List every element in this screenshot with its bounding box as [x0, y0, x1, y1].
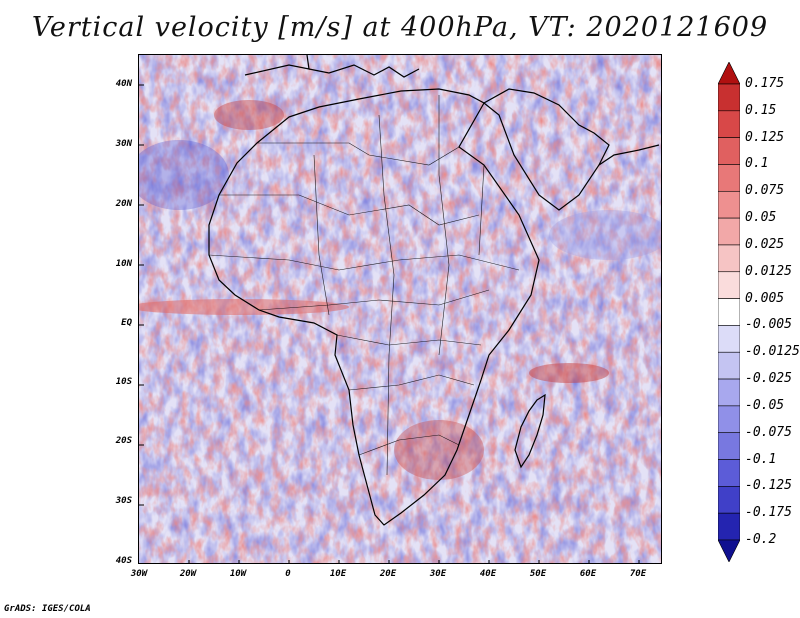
- lat-label: EQ: [121, 318, 132, 328]
- lon-label: 10W: [229, 569, 247, 579]
- colorbar-segment: [718, 83, 740, 112]
- colorbar-label: 0.15: [745, 102, 777, 118]
- colorbar: [718, 62, 740, 562]
- colorbar-label: -0.05: [745, 397, 785, 413]
- colorbar-segment: [718, 351, 740, 380]
- colorbar-label: -0.005: [745, 317, 792, 333]
- lon-label: 20W: [179, 569, 197, 579]
- lat-label: 40N: [115, 79, 132, 89]
- colorbar-segment: [718, 271, 740, 299]
- lon-label: 50E: [529, 569, 547, 579]
- lon-label: 60E: [579, 569, 597, 579]
- itcz-band: [139, 299, 349, 315]
- grads-credit: GrADS: IGES/COLA: [4, 604, 91, 614]
- lon-label: 10E: [329, 569, 347, 579]
- colorbar-label: 0.0125: [745, 263, 792, 279]
- colorbar-segment: [718, 110, 740, 138]
- lon-label: 20E: [379, 569, 397, 579]
- lat-label: 10N: [115, 259, 132, 269]
- coastlines: [208, 55, 660, 526]
- lat-label: 10S: [115, 377, 132, 387]
- arabian-sea-subsidence: [549, 210, 661, 260]
- colorbar-segment: [718, 459, 740, 487]
- colorbar-segment: [718, 298, 740, 326]
- colorbar-label: 0.005: [745, 290, 785, 306]
- colorbar-label: 0.1: [745, 156, 769, 172]
- colorbar-label: 0.125: [745, 129, 785, 145]
- madagascar-coastline: [514, 393, 546, 469]
- lat-label: 20N: [115, 199, 132, 209]
- colorbar-segment: [718, 244, 740, 273]
- iberia-coastline: [244, 55, 310, 76]
- lon-label: 0: [285, 569, 291, 579]
- colorbar-segment: [718, 378, 740, 407]
- colorbar-label: -0.075: [745, 424, 792, 440]
- asia-coastline: [598, 144, 660, 166]
- colorbar-label: 0.05: [745, 210, 777, 226]
- velocity-field-map: [139, 55, 661, 563]
- africa-coastline: [208, 88, 540, 526]
- colorbar-label: 0.025: [745, 236, 785, 252]
- indian-ocean-feature: [529, 363, 609, 383]
- colorbar-segment: [718, 512, 740, 541]
- colorbar-label: -0.2: [745, 532, 777, 547]
- colorbar-label: 0.075: [745, 183, 785, 199]
- colorbar-bottom-triangle: [718, 539, 740, 562]
- colorbar-segment: [718, 217, 740, 246]
- lon-label: 40E: [479, 569, 497, 579]
- lat-label: 20S: [115, 436, 132, 446]
- colorbar-segment: [718, 164, 740, 192]
- colorbar-label: 0.175: [745, 76, 785, 91]
- lon-label: 70E: [629, 569, 647, 579]
- colorbar-segment: [718, 405, 740, 434]
- lon-label: 30W: [130, 569, 148, 579]
- lat-label: 30N: [115, 139, 132, 149]
- colorbar-top-triangle: [718, 62, 740, 85]
- north-atlantic-feature: [214, 100, 284, 130]
- lon-label: 30E: [429, 569, 447, 579]
- country-borders: [208, 95, 520, 476]
- lat-label: 30S: [115, 496, 132, 506]
- colorbar-segment: [718, 190, 740, 219]
- colorbar-label: -0.1: [745, 451, 777, 467]
- colorbar-label: -0.125: [745, 478, 792, 494]
- lat-label: 40S: [115, 556, 132, 566]
- colorbar-segment: [718, 137, 740, 165]
- colorbar-segment: [718, 325, 740, 353]
- southern-africa-updraft: [394, 420, 484, 480]
- atlantic-subsidence: [139, 140, 229, 210]
- chart-title: Vertical velocity [m/s] at 400hPa, VT: 2…: [31, 12, 769, 43]
- colorbar-segment: [718, 486, 740, 514]
- colorbar-label: -0.0125: [745, 344, 800, 360]
- colorbar-label: -0.175: [745, 505, 792, 521]
- colorbar-segment: [718, 432, 740, 460]
- inner-ticks: [139, 84, 640, 563]
- arabia-coastline: [482, 88, 610, 211]
- map-plot-area: [138, 54, 662, 564]
- southern-europe-coastline: [308, 64, 420, 78]
- colorbar-label: -0.025: [745, 371, 792, 387]
